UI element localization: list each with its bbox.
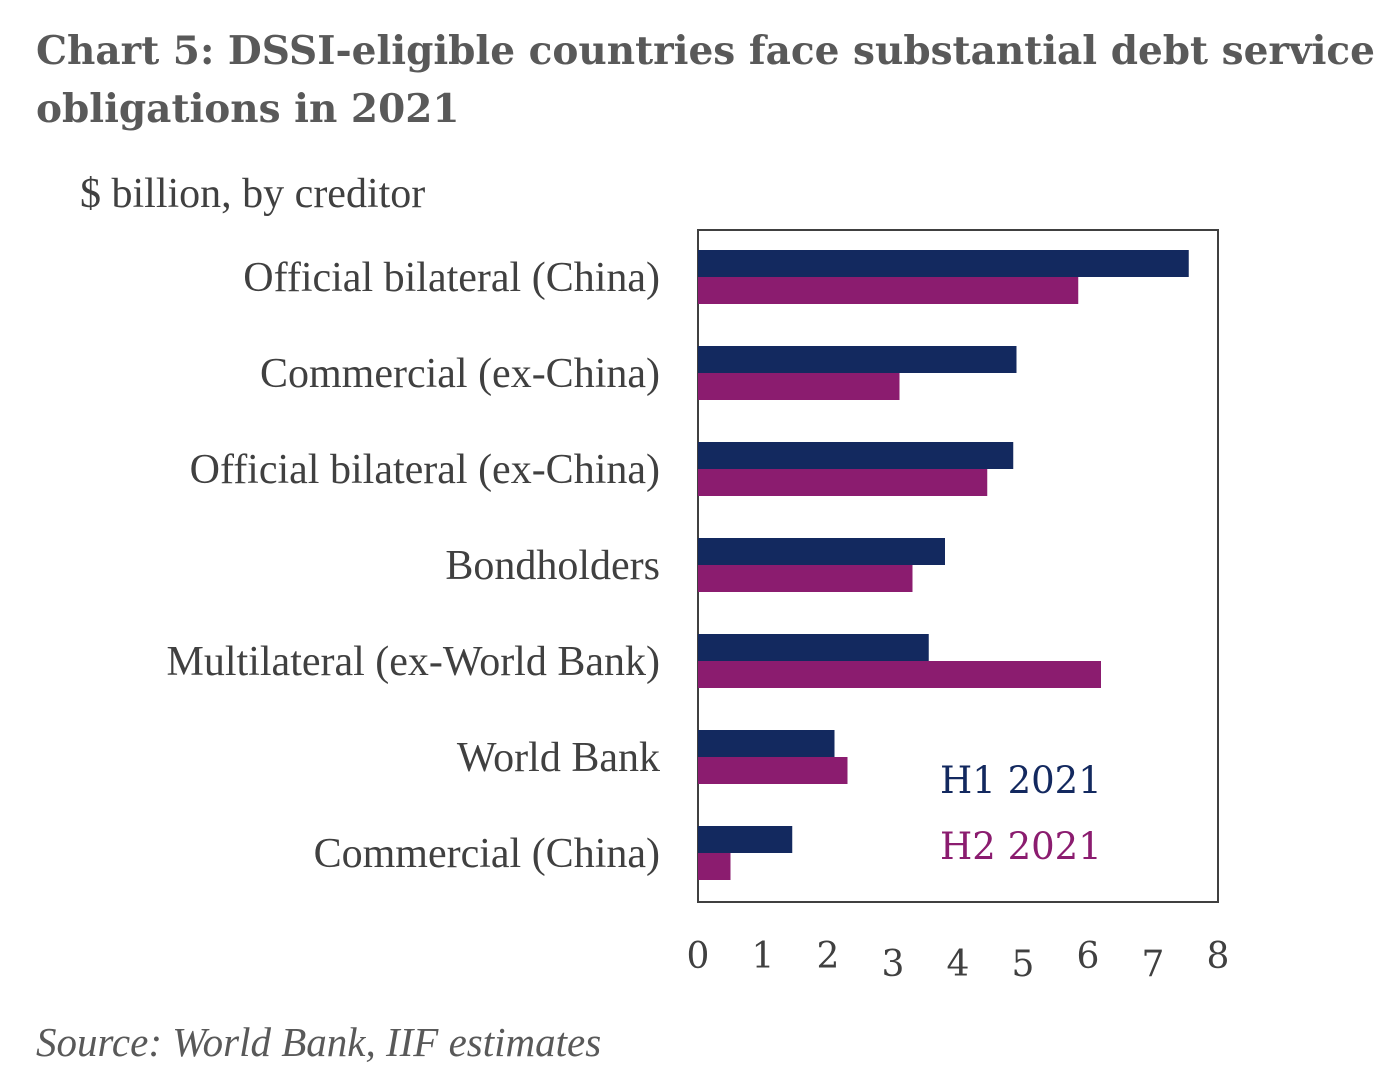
legend-entry-h1: H1 2021 xyxy=(940,759,1102,802)
legend-entry-h2: H2 2021 xyxy=(940,825,1102,868)
bar-h2-6 xyxy=(698,853,731,880)
bar-h1-2 xyxy=(698,442,1014,469)
bar-h1-5 xyxy=(698,730,835,757)
bar-h2-2 xyxy=(698,469,988,496)
x-tick-label: 4 xyxy=(947,944,970,985)
chart-title: Chart 5: DSSI-eligible countries face su… xyxy=(36,28,1375,132)
bar-h1-6 xyxy=(698,826,793,853)
bar-h2-4 xyxy=(698,661,1101,688)
x-tick-label: 6 xyxy=(1077,936,1100,977)
x-tick-label: 3 xyxy=(882,944,905,985)
bar-h2-5 xyxy=(698,757,848,784)
x-tick-label: 5 xyxy=(1012,944,1035,985)
bar-h2-0 xyxy=(698,277,1079,304)
category-label: Bondholders xyxy=(445,543,660,589)
source-note: Source: World Bank, IIF estimates xyxy=(36,1019,602,1065)
chart-subtitle: $ billion, by creditor xyxy=(80,171,426,217)
category-label: Official bilateral (China) xyxy=(243,255,660,301)
category-label: Multilateral (ex-World Bank) xyxy=(167,639,660,685)
bar-h2-3 xyxy=(698,565,913,592)
bar-h1-0 xyxy=(698,250,1189,277)
category-label: Commercial (ex-China) xyxy=(260,351,660,397)
x-tick-label: 0 xyxy=(687,936,710,977)
bar-h1-4 xyxy=(698,634,929,661)
bar-h1-1 xyxy=(698,346,1017,373)
category-label: World Bank xyxy=(457,735,660,781)
category-label: Official bilateral (ex-China) xyxy=(190,447,660,493)
x-tick-label: 2 xyxy=(817,936,840,977)
bar-h2-1 xyxy=(698,373,900,400)
category-label: Commercial (China) xyxy=(314,831,660,877)
x-tick-label: 7 xyxy=(1142,944,1165,985)
x-tick-label: 8 xyxy=(1207,936,1230,977)
x-tick-label: 1 xyxy=(752,936,775,977)
bar-h1-3 xyxy=(698,538,945,565)
